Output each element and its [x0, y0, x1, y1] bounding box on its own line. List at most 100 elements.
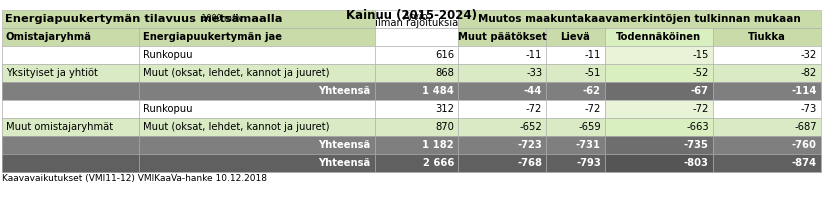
- Text: 1 182: 1 182: [422, 140, 454, 150]
- Text: -72: -72: [692, 104, 709, 114]
- Bar: [546, 154, 605, 172]
- Bar: [458, 82, 546, 100]
- Text: Muut (oksat, lehdet, kannot ja juuret): Muut (oksat, lehdet, kannot ja juuret): [143, 122, 330, 132]
- Text: ilman rajoituksia: ilman rajoituksia: [374, 18, 458, 28]
- Bar: [139, 100, 374, 118]
- Text: -67: -67: [690, 86, 709, 96]
- Bar: [458, 118, 546, 136]
- Bar: [546, 46, 605, 64]
- Bar: [605, 82, 713, 100]
- Bar: [546, 136, 605, 154]
- Bar: [2, 46, 139, 64]
- Bar: [546, 118, 605, 136]
- Text: 616: 616: [435, 50, 454, 60]
- Bar: [139, 136, 374, 154]
- Bar: [374, 100, 458, 118]
- Text: -659: -659: [578, 122, 601, 132]
- Bar: [546, 64, 605, 82]
- Bar: [546, 28, 605, 46]
- Text: 868: 868: [435, 68, 454, 78]
- Bar: [713, 100, 821, 118]
- Bar: [2, 64, 139, 82]
- Text: -731: -731: [576, 140, 601, 150]
- Bar: [458, 136, 546, 154]
- Text: -652: -652: [519, 122, 542, 132]
- Text: -62: -62: [583, 86, 601, 96]
- Bar: [2, 82, 139, 100]
- Bar: [2, 136, 139, 154]
- Bar: [374, 28, 458, 46]
- Bar: [2, 82, 139, 100]
- Text: -11: -11: [585, 50, 601, 60]
- Text: Tiukka: Tiukka: [748, 32, 785, 42]
- Bar: [2, 100, 139, 118]
- Bar: [374, 64, 458, 82]
- Text: 312: 312: [435, 104, 454, 114]
- Bar: [713, 118, 821, 136]
- Bar: [374, 10, 458, 28]
- Bar: [2, 10, 374, 28]
- Bar: [713, 82, 821, 100]
- Bar: [139, 28, 374, 46]
- Bar: [139, 154, 374, 172]
- Bar: [2, 100, 139, 118]
- Text: Kainuu (2015-2024): Kainuu (2015-2024): [346, 9, 477, 22]
- Bar: [458, 28, 546, 46]
- Bar: [2, 154, 139, 172]
- Bar: [546, 100, 605, 118]
- Bar: [2, 46, 139, 64]
- Bar: [2, 136, 139, 154]
- Text: -114: -114: [791, 86, 816, 96]
- Bar: [374, 118, 458, 136]
- Bar: [374, 136, 458, 154]
- Text: Yhteensä: Yhteensä: [318, 86, 371, 96]
- Text: Muut päätökset: Muut päätökset: [457, 32, 546, 42]
- Text: -768: -768: [517, 158, 542, 168]
- Bar: [139, 82, 374, 100]
- Text: -73: -73: [800, 104, 816, 114]
- Bar: [605, 100, 713, 118]
- Bar: [458, 64, 546, 82]
- Text: Todennäköinen: Todennäköinen: [617, 32, 701, 42]
- Text: -760: -760: [792, 140, 816, 150]
- Bar: [458, 46, 546, 64]
- Text: Runkopuu: Runkopuu: [143, 50, 193, 60]
- Bar: [605, 118, 713, 136]
- Bar: [2, 118, 139, 136]
- Bar: [2, 118, 139, 136]
- Text: -72: -72: [526, 104, 542, 114]
- Text: Yksityiset ja yhtiöt: Yksityiset ja yhtiöt: [6, 68, 98, 78]
- Bar: [713, 28, 821, 46]
- Text: -803: -803: [684, 158, 709, 168]
- Bar: [605, 64, 713, 82]
- Bar: [374, 82, 458, 100]
- Text: -15: -15: [692, 50, 709, 60]
- Text: -793: -793: [576, 158, 601, 168]
- Text: Lievä: Lievä: [560, 32, 591, 42]
- Text: Muut (oksat, lehdet, kannot ja juuret): Muut (oksat, lehdet, kannot ja juuret): [143, 68, 330, 78]
- Bar: [458, 154, 546, 172]
- Text: Yhteensä: Yhteensä: [318, 140, 371, 150]
- Bar: [139, 46, 374, 64]
- Text: -874: -874: [791, 158, 816, 168]
- Text: Arvio: Arvio: [404, 12, 429, 22]
- Text: Yhteensä: Yhteensä: [318, 158, 371, 168]
- Text: -72: -72: [585, 104, 601, 114]
- Bar: [458, 10, 821, 28]
- Text: Runkopuu: Runkopuu: [143, 104, 193, 114]
- Text: Energiapuukertymän tilavuus metsämaalla: Energiapuukertymän tilavuus metsämaalla: [5, 14, 283, 24]
- Text: -51: -51: [585, 68, 601, 78]
- Bar: [458, 100, 546, 118]
- Bar: [2, 64, 139, 82]
- Text: -44: -44: [524, 86, 542, 96]
- Text: Muut omistajaryhmät: Muut omistajaryhmät: [6, 122, 113, 132]
- Bar: [2, 28, 139, 46]
- Bar: [605, 28, 713, 46]
- Bar: [605, 46, 713, 64]
- Bar: [713, 46, 821, 64]
- Text: Muutos maakuntakaavamerkintöjen tulkinnan mukaan: Muutos maakuntakaavamerkintöjen tulkinna…: [478, 14, 800, 24]
- Bar: [546, 82, 605, 100]
- Text: -663: -663: [686, 122, 709, 132]
- Bar: [713, 64, 821, 82]
- Bar: [605, 154, 713, 172]
